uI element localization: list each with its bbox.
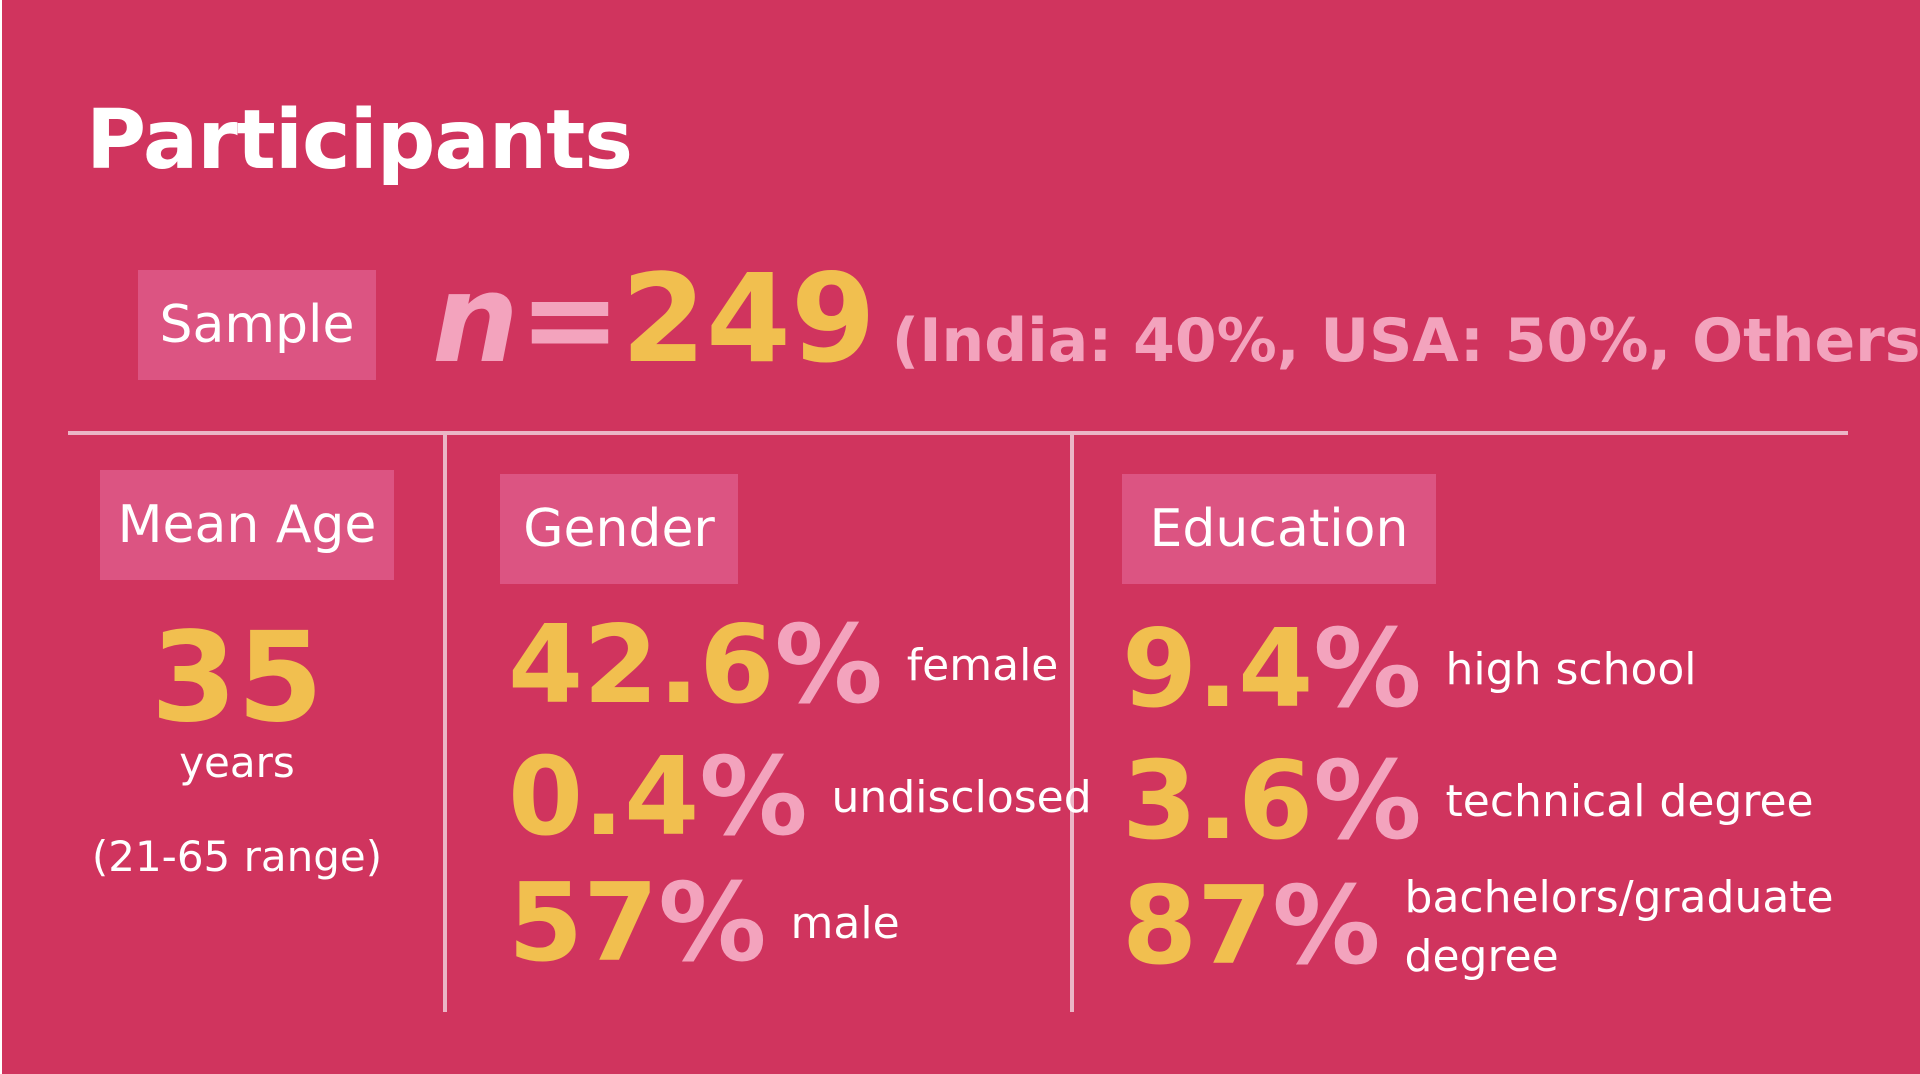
- percent-sign: %: [774, 603, 883, 728]
- sample-n-letter: n: [432, 248, 519, 390]
- gender-undisclosed-label: undisclosed: [831, 772, 1092, 824]
- percent-sign: %: [699, 735, 808, 860]
- sample-label: Sample: [138, 270, 376, 380]
- gender-stat-undisclosed: 0.4% undisclosed: [508, 744, 1092, 852]
- gender-female-label: female: [906, 640, 1059, 692]
- education-high-school-label: high school: [1445, 644, 1697, 696]
- education-technical-value: 3.6: [1122, 739, 1314, 864]
- education-stat-bachelors: 87% bachelors/graduate degree: [1122, 868, 1845, 987]
- education-stat-technical: 3.6% technical degree: [1122, 748, 1814, 856]
- gender-male-label: male: [790, 898, 900, 950]
- sample-n-value: 249: [621, 248, 876, 390]
- education-technical-label: technical degree: [1445, 776, 1814, 828]
- mean-age-value: 35: [150, 606, 324, 750]
- vertical-divider-2: [1070, 434, 1074, 1012]
- horizontal-divider: [68, 431, 1848, 435]
- education-bachelors-value: 87: [1122, 864, 1273, 990]
- sample-size: n=249(India: 40%, USA: 50%, Others: 10%): [432, 258, 1920, 380]
- age-range: (21-65 range): [91, 832, 383, 881]
- percent-sign: %: [1272, 864, 1381, 990]
- sample-country-breakdown: (India: 40%, USA: 50%, Others: 10%): [891, 306, 1920, 376]
- gender-male-value: 57: [508, 861, 659, 986]
- vertical-divider-1: [443, 434, 447, 1012]
- education-stat-high-school: 9.4% high school: [1122, 616, 1697, 724]
- page-title: Participants: [86, 93, 633, 188]
- mean-age-unit: years: [179, 738, 295, 787]
- mean-age-label: Mean Age: [100, 470, 394, 580]
- gender-label: Gender: [500, 474, 738, 584]
- education-label: Education: [1122, 474, 1436, 584]
- sample-n-equals: =: [518, 248, 622, 390]
- gender-female-value: 42.6: [508, 603, 775, 728]
- percent-sign: %: [658, 861, 767, 986]
- education-bachelors-label: bachelors/graduate degree: [1404, 872, 1834, 983]
- percent-sign: %: [1313, 739, 1422, 864]
- education-high-school-value: 9.4: [1122, 607, 1314, 732]
- gender-stat-female: 42.6% female: [508, 612, 1058, 720]
- percent-sign: %: [1313, 607, 1422, 732]
- gender-undisclosed-value: 0.4: [508, 735, 700, 860]
- gender-stat-male: 57% male: [508, 870, 900, 978]
